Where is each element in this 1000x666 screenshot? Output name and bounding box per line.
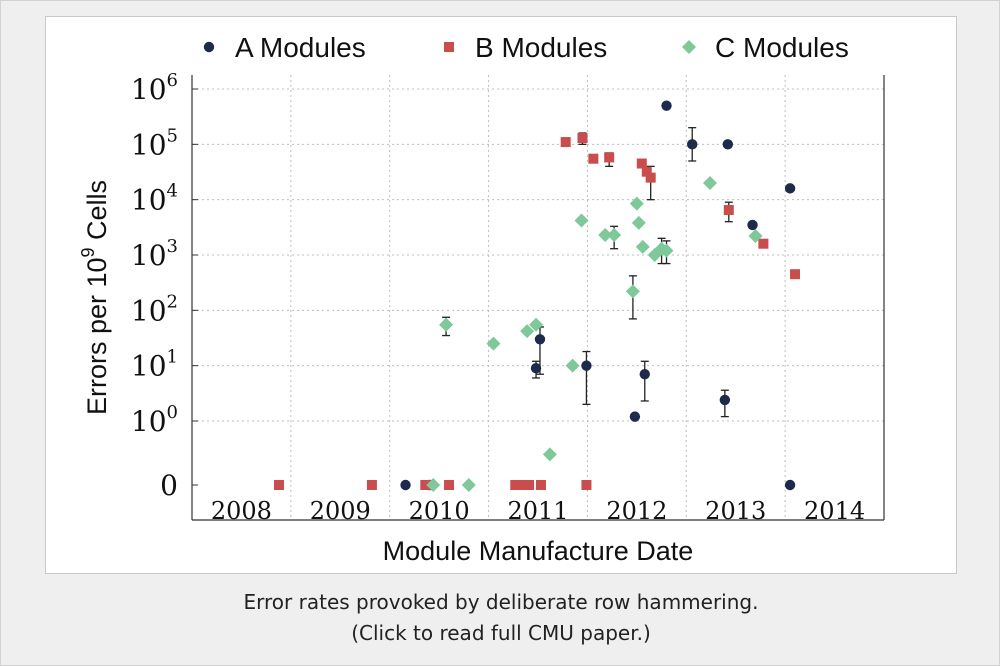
x-tick-label: 2013 (705, 497, 766, 525)
b-modules-point (577, 133, 588, 144)
b-modules-point (641, 166, 652, 177)
scatter-chart: 0 100 101 102 103 104 105 106 2008 2009 2010 2011 20… (78, 32, 885, 566)
y-tick-label: 0 (160, 469, 178, 502)
y-tick-label: 104 (131, 181, 178, 217)
figure-caption[interactable]: Error rates provoked by deliberate row h… (1, 587, 1000, 649)
b-modules-point (604, 152, 615, 163)
b-modules-point (420, 480, 431, 490)
legend-label-a-modules: A Modules (235, 32, 366, 63)
data-points (273, 100, 801, 492)
a-modules-point (747, 219, 758, 231)
c-modules-point (574, 213, 589, 228)
legend-label-c-modules: C Modules (715, 32, 849, 63)
a-modules-point (687, 139, 698, 150)
caption-line-1: Error rates provoked by deliberate row h… (243, 590, 759, 614)
x-axis-title: Module Manufacture Date (383, 536, 694, 566)
c-modules-point (703, 176, 718, 191)
caption-link-paper[interactable]: (Click to read full CMU paper.) (351, 621, 651, 645)
c-modules-point (542, 447, 557, 462)
axes (191, 75, 885, 521)
c-modules-point (565, 358, 580, 373)
x-tick-label: 2009 (310, 497, 371, 525)
chart-text: 0 100 101 102 103 104 105 106 2008 2009 2010 2011 20… (78, 70, 865, 566)
b-modules-point (636, 158, 647, 169)
legend-marker-b-modules (444, 42, 454, 52)
c-modules-point (520, 324, 535, 339)
chart-figure[interactable]: 0 100 101 102 103 104 105 106 2008 2009 2010 2011 20… (45, 16, 957, 574)
b-modules-point (581, 480, 592, 490)
c-modules-point (629, 196, 644, 211)
b-modules-point (524, 480, 535, 490)
a-modules-point (400, 479, 411, 491)
x-tick-label: 2011 (507, 497, 568, 525)
c-modules-point (426, 478, 441, 492)
legend-marker-a-modules (203, 41, 215, 53)
b-modules-point (790, 269, 801, 280)
y-axis-title: Errors per 109 Cells (78, 180, 112, 415)
a-modules-point (719, 394, 731, 406)
b-modules-point (758, 238, 769, 249)
c-modules-point (529, 317, 544, 332)
legend-marker-c-modules (682, 40, 696, 54)
b-modules-point (560, 137, 571, 148)
x-tick-label: 2014 (804, 497, 865, 525)
b-modules-point (444, 480, 455, 490)
a-modules-point (722, 139, 734, 150)
a-modules-point (639, 369, 650, 380)
chart-legend: A Modules B Modules C Modules (203, 32, 849, 63)
c-modules-point (486, 336, 501, 351)
c-modules-point (659, 243, 674, 258)
b-modules-point (510, 480, 521, 490)
a-modules-point (661, 100, 672, 111)
y-tick-label: 102 (131, 291, 178, 327)
x-tick-label: 2012 (606, 497, 667, 525)
b-modules-point (645, 172, 656, 183)
c-modules-point (625, 284, 640, 299)
c-modules-point (631, 215, 646, 230)
y-tick-label: 106 (131, 70, 178, 106)
b-modules-point (273, 480, 284, 490)
c-modules-point (461, 478, 476, 492)
b-modules-point (723, 205, 734, 216)
y-tick-label: 100 (131, 402, 178, 438)
a-modules-point (784, 479, 796, 491)
b-modules-point (535, 480, 546, 490)
b-modules-point (366, 480, 377, 490)
legend-label-b-modules: B Modules (475, 32, 607, 63)
b-modules-point (518, 480, 529, 490)
y-tick-label: 103 (131, 236, 178, 272)
grid-lines (192, 75, 884, 520)
a-modules-point (530, 362, 542, 374)
a-modules-point (534, 334, 546, 345)
c-modules-point (607, 227, 622, 242)
c-modules-point (748, 229, 763, 244)
a-modules-point (784, 183, 796, 194)
a-modules-point (581, 360, 592, 371)
c-modules-point (439, 317, 454, 332)
c-modules-point (598, 227, 613, 242)
y-tick-label: 105 (131, 125, 178, 161)
a-modules-point (629, 411, 641, 422)
b-modules-point (588, 153, 599, 164)
x-tick-label: 2010 (409, 497, 470, 525)
x-tick-label: 2008 (211, 497, 272, 525)
c-modules-point (635, 239, 650, 254)
y-tick-label: 101 (131, 347, 178, 383)
